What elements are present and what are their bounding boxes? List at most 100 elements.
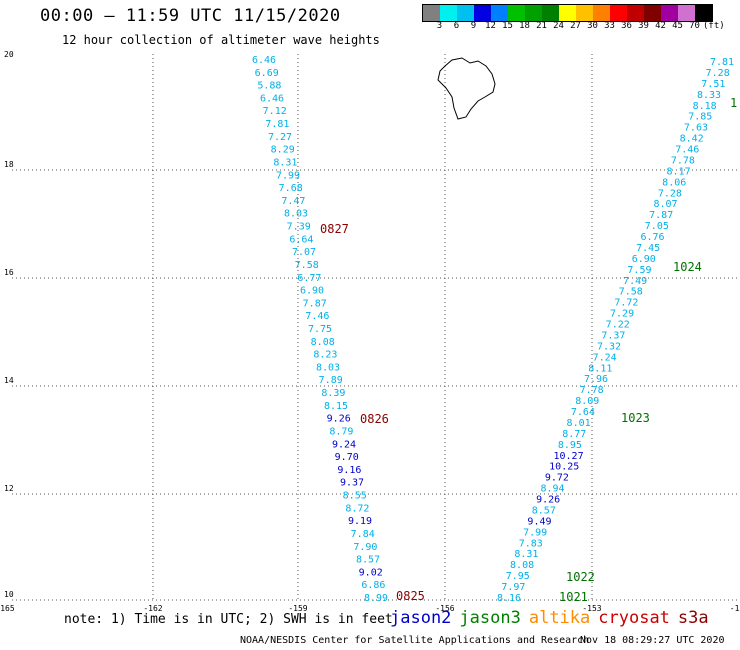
wave-height-value: 7.68 bbox=[279, 183, 303, 194]
wave-height-value: 8.08 bbox=[311, 337, 335, 348]
wave-height-value: 6.86 bbox=[361, 580, 385, 591]
wave-height-value: 7.28 bbox=[706, 68, 730, 79]
legend-swatch bbox=[491, 5, 508, 21]
wave-height-value: 7.81 bbox=[710, 57, 734, 68]
wave-height-value: 7.59 bbox=[627, 265, 651, 276]
wave-height-value: 7.99 bbox=[523, 527, 547, 538]
satellite-legend-item: jason2 bbox=[390, 608, 452, 628]
wave-height-value: 7.46 bbox=[305, 311, 329, 322]
x-tick-label: -159 bbox=[288, 604, 307, 613]
wave-height-value: 8.31 bbox=[514, 549, 538, 560]
axis-tick-labels: -165 -162 -159 -156 -153 -15 20 18 16 14 12 10 bbox=[0, 50, 740, 613]
legend-swatch bbox=[525, 5, 542, 21]
wave-height-value: 8.99 bbox=[364, 593, 388, 604]
legend-swatch bbox=[576, 5, 593, 21]
wave-height-value: 7.12 bbox=[263, 106, 287, 117]
legend-swatch bbox=[508, 5, 525, 21]
x-tick-label: -153 bbox=[582, 604, 601, 613]
wave-height-value: 7.95 bbox=[506, 571, 530, 582]
wave-height-value: 7.05 bbox=[645, 221, 669, 232]
wave-height-value: 8.29 bbox=[271, 145, 295, 156]
legend-swatch bbox=[695, 5, 712, 21]
legend-label: 6 bbox=[453, 21, 460, 31]
x-tick-label: -156 bbox=[435, 604, 454, 613]
wave-height-value: 7.46 bbox=[675, 145, 699, 156]
pass-number-label: 0826 bbox=[360, 412, 389, 426]
wave-height-value: 7.22 bbox=[606, 320, 630, 331]
footer-note: note: 1) Time is in UTC; 2) SWH is in fe… bbox=[64, 612, 393, 627]
wave-height-value: 8.06 bbox=[662, 177, 686, 188]
y-tick-label: 14 bbox=[4, 376, 14, 385]
pass-number-label: 1 bbox=[730, 96, 737, 110]
wave-height-value: 8.01 bbox=[567, 418, 591, 429]
wave-height-value: 8.55 bbox=[343, 491, 367, 502]
wave-height-value: 7.28 bbox=[658, 188, 682, 199]
wave-height-value: 8.16 bbox=[497, 593, 521, 604]
legend-label: 3 bbox=[436, 21, 443, 31]
wave-height-value: 8.08 bbox=[510, 560, 534, 571]
legend-label: 21 bbox=[536, 21, 547, 31]
wave-height-value: 6.90 bbox=[632, 254, 656, 265]
wave-height-value: 7.24 bbox=[593, 352, 617, 363]
legend-label: 45 bbox=[672, 21, 683, 31]
wave-height-value: 8.09 bbox=[575, 396, 599, 407]
pass-number-label: 1023 bbox=[621, 411, 650, 425]
legend-swatch bbox=[474, 5, 491, 21]
wave-height-value: 9.16 bbox=[337, 465, 361, 476]
wave-height-value: 9.70 bbox=[335, 452, 359, 463]
pass-number-label: 1022 bbox=[566, 570, 595, 584]
wave-height-value: 9.19 bbox=[348, 516, 372, 527]
legend-swatch bbox=[627, 5, 644, 21]
satellite-legend: jason2 jason3 altika cryosat s3a bbox=[390, 608, 717, 628]
legend-swatch bbox=[661, 5, 678, 21]
wave-height-value: 7.39 bbox=[287, 222, 311, 233]
legend-swatch bbox=[423, 5, 440, 21]
wave-height-value: 7.45 bbox=[636, 243, 660, 254]
y-tick-label: 18 bbox=[4, 160, 14, 169]
color-scale-legend bbox=[422, 4, 713, 22]
wave-height-value: 8.23 bbox=[313, 350, 337, 361]
wave-height-value: 9.37 bbox=[340, 478, 364, 489]
y-tick-label: 12 bbox=[4, 484, 14, 493]
wave-height-value: 7.75 bbox=[308, 324, 332, 335]
pass-number-label: 1024 bbox=[673, 260, 702, 274]
wave-height-value: 8.79 bbox=[329, 426, 353, 437]
wave-height-value: 9.24 bbox=[332, 439, 356, 450]
satellite-legend-item: cryosat bbox=[598, 608, 670, 628]
legend-swatch bbox=[610, 5, 627, 21]
legend-swatch bbox=[542, 5, 559, 21]
legend-label: 9 bbox=[470, 21, 477, 31]
wave-height-value: 5.88 bbox=[257, 81, 281, 92]
x-tick-label: -15 bbox=[730, 604, 740, 613]
wave-height-value: 6.46 bbox=[260, 93, 284, 104]
wave-height-value: 7.27 bbox=[268, 132, 292, 143]
x-tick-label: -162 bbox=[143, 604, 162, 613]
legend-swatch bbox=[593, 5, 610, 21]
page-subtitle: 12 hour collection of altimeter wave hei… bbox=[62, 33, 380, 47]
y-tick-label: 16 bbox=[4, 268, 14, 277]
pass-number-label: 0827 bbox=[320, 222, 349, 236]
wave-height-value: 8.33 bbox=[697, 90, 721, 101]
legend-label: 36 bbox=[621, 21, 632, 31]
wave-height-value: 6.77 bbox=[297, 273, 321, 284]
wave-height-value: 7.84 bbox=[351, 529, 375, 540]
wave-height-value: 7.47 bbox=[281, 196, 305, 207]
wave-height-value: 7.97 bbox=[501, 582, 525, 593]
wave-height-value: 8.72 bbox=[345, 503, 369, 514]
y-tick-label: 10 bbox=[4, 590, 14, 599]
wave-height-value: 7.58 bbox=[619, 287, 643, 298]
legend-swatch bbox=[559, 5, 576, 21]
wave-height-value: 10.25 bbox=[549, 462, 579, 473]
legend-label: 15 bbox=[502, 21, 513, 31]
wave-height-value: 8.18 bbox=[693, 101, 717, 112]
wave-height-value: 8.07 bbox=[653, 199, 677, 210]
legend-label: 27 bbox=[570, 21, 581, 31]
legend-swatch bbox=[644, 5, 661, 21]
wave-height-value: 7.32 bbox=[597, 341, 621, 352]
wave-height-value: 6.46 bbox=[252, 55, 276, 66]
wave-height-value: 8.57 bbox=[532, 505, 556, 516]
wave-height-value: 9.72 bbox=[545, 473, 569, 484]
wave-height-value: 9.49 bbox=[527, 516, 551, 527]
wave-height-value: 6.90 bbox=[300, 286, 324, 297]
wave-height-value: 7.96 bbox=[584, 374, 608, 385]
